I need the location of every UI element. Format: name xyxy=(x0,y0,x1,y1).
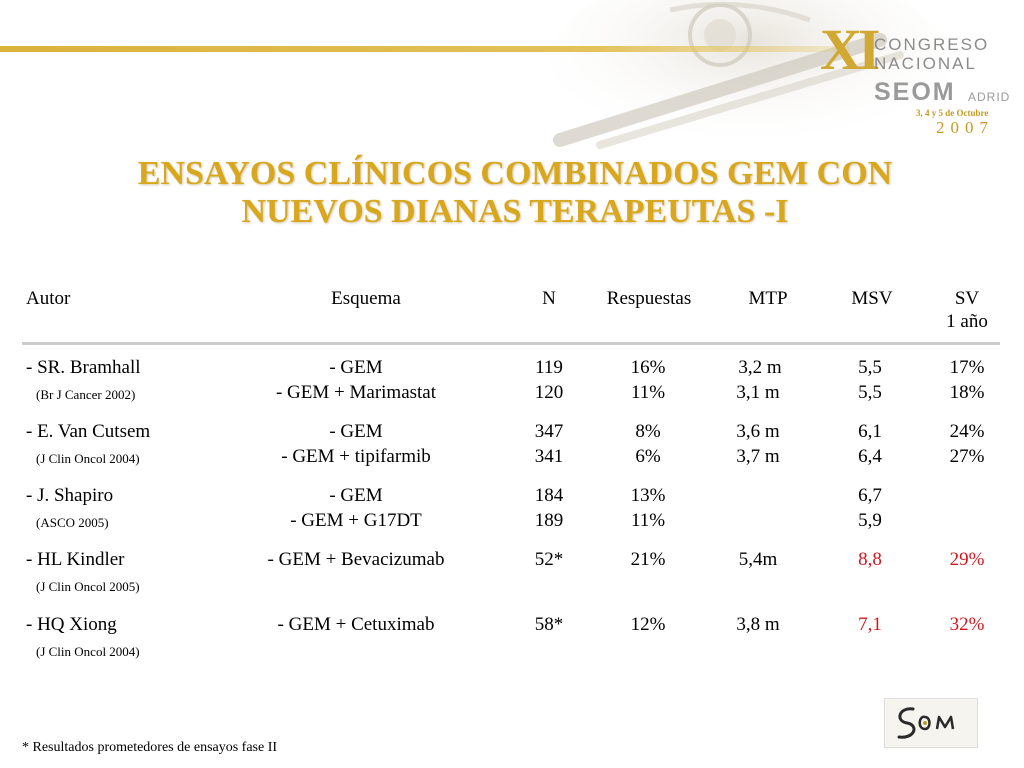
arm-msv: 5,5 xyxy=(858,357,882,378)
congress-dates: 3, 4 y 5 de Octubre xyxy=(916,108,989,118)
arm-responses: 12% xyxy=(630,614,666,635)
arm-n: 347 xyxy=(534,421,564,442)
header-scheme: Esquema xyxy=(331,288,401,309)
arm-scheme: - GEM xyxy=(329,485,383,506)
arm-mtp: 3,1 m xyxy=(736,382,780,403)
arm-sv: 24% xyxy=(949,421,985,442)
arm-scheme: - GEM xyxy=(329,421,383,442)
arm-msv: 5,5 xyxy=(858,382,882,403)
congress-roman-numeral: XI xyxy=(820,17,881,82)
arm-msv: 6,1 xyxy=(858,421,882,442)
arm-msv: 6,7 xyxy=(858,485,882,506)
arm-responses: 21% xyxy=(630,549,666,570)
congress-line2: NACIONAL xyxy=(874,54,977,73)
study-reference: (J Clin Oncol 2005) xyxy=(36,579,140,594)
arm-scheme: - GEM + Marimastat xyxy=(275,382,437,403)
arm-n: 184 xyxy=(534,485,564,506)
arm-scheme: - GEM + G17DT xyxy=(290,510,422,531)
title-line1: ENSAYOS CLÍNICOS COMBINADOS GEM CON xyxy=(137,155,893,192)
arm-responses: 16% xyxy=(630,357,666,378)
slide-title: ENSAYOS CLÍNICOS COMBINADOS GEM CON NUEV… xyxy=(40,155,990,231)
arm-responses: 11% xyxy=(630,382,666,403)
congress-org: SEOM xyxy=(874,78,956,106)
study-author: - J. Shapiro xyxy=(26,485,114,506)
study-reference: (J Clin Oncol 2004) xyxy=(36,644,140,659)
header-sv-sub: 1 año xyxy=(946,311,988,332)
seom-logo xyxy=(884,698,978,748)
arm-mtp: 5,4m xyxy=(738,549,778,570)
arm-scheme: - GEM + Cetuximab xyxy=(277,614,435,635)
header-author: Autor xyxy=(26,288,71,309)
arm-n: 58* xyxy=(534,614,564,635)
arm-scheme: - GEM + tipifarmib xyxy=(281,446,431,467)
arm-n: 120 xyxy=(534,382,564,403)
header-mtp: MTP xyxy=(748,288,788,309)
arm-mtp: 3,6 m xyxy=(736,421,780,442)
arm-responses: 6% xyxy=(635,446,661,467)
arm-mtp: 3,8 m xyxy=(736,614,780,635)
congress-city: ADRID xyxy=(968,90,1011,104)
arm-mtp: 3,7 m xyxy=(736,446,780,467)
arm-n: 341 xyxy=(534,446,564,467)
arm-n: 189 xyxy=(534,510,564,531)
arm-sv: 27% xyxy=(949,446,985,467)
header-divider xyxy=(22,342,1000,345)
header-watermark xyxy=(520,0,1024,150)
arm-n: 119 xyxy=(535,357,563,378)
title-line2: NUEVOS DIANAS TERAPEUTAS -I xyxy=(241,193,789,230)
study-author: - HQ Xiong xyxy=(26,614,117,635)
arm-scheme: - GEM + Bevacizumab xyxy=(267,549,445,570)
header-responses: Respuestas xyxy=(606,288,692,309)
study-reference: (Br J Cancer 2002) xyxy=(36,387,136,402)
footnote: * Resultados prometedores de ensayos fas… xyxy=(22,740,278,755)
arm-n: 52* xyxy=(534,549,564,570)
arm-responses: 11% xyxy=(630,510,666,531)
arm-sv: 17% xyxy=(949,357,985,378)
arm-msv-highlight: 8,8 xyxy=(858,549,882,570)
study-reference: (J Clin Oncol 2004) xyxy=(36,451,140,466)
arm-responses: 8% xyxy=(635,421,661,442)
study-author: - E. Van Cutsem xyxy=(26,421,151,442)
header-msv: MSV xyxy=(851,288,893,309)
study-author: - SR. Bramhall xyxy=(26,357,141,378)
arm-mtp: 3,2 m xyxy=(738,357,782,378)
arm-msv: 6,4 xyxy=(858,446,882,467)
header-sv: SV xyxy=(954,288,980,309)
header-rule xyxy=(0,46,850,52)
congress-logo: XI CONGRESO NACIONAL SEOM ADRID 3, 4 y 5… xyxy=(820,17,1020,142)
study-reference: (ASCO 2005) xyxy=(36,515,109,530)
study-author: - HL Kindler xyxy=(26,549,125,570)
arm-msv: 5,9 xyxy=(858,510,882,531)
congress-line1: CONGRESO xyxy=(874,35,990,54)
arm-sv: 18% xyxy=(949,382,985,403)
arm-responses: 13% xyxy=(630,485,666,506)
arm-sv-highlight: 29% xyxy=(949,549,985,570)
congress-year: 2007 xyxy=(936,118,994,137)
arm-scheme: - GEM xyxy=(329,357,383,378)
arm-msv-highlight: 7,1 xyxy=(858,614,882,635)
seom-logo-mark xyxy=(897,707,955,739)
header-n: N xyxy=(542,288,556,309)
arm-sv-highlight: 32% xyxy=(949,614,985,635)
